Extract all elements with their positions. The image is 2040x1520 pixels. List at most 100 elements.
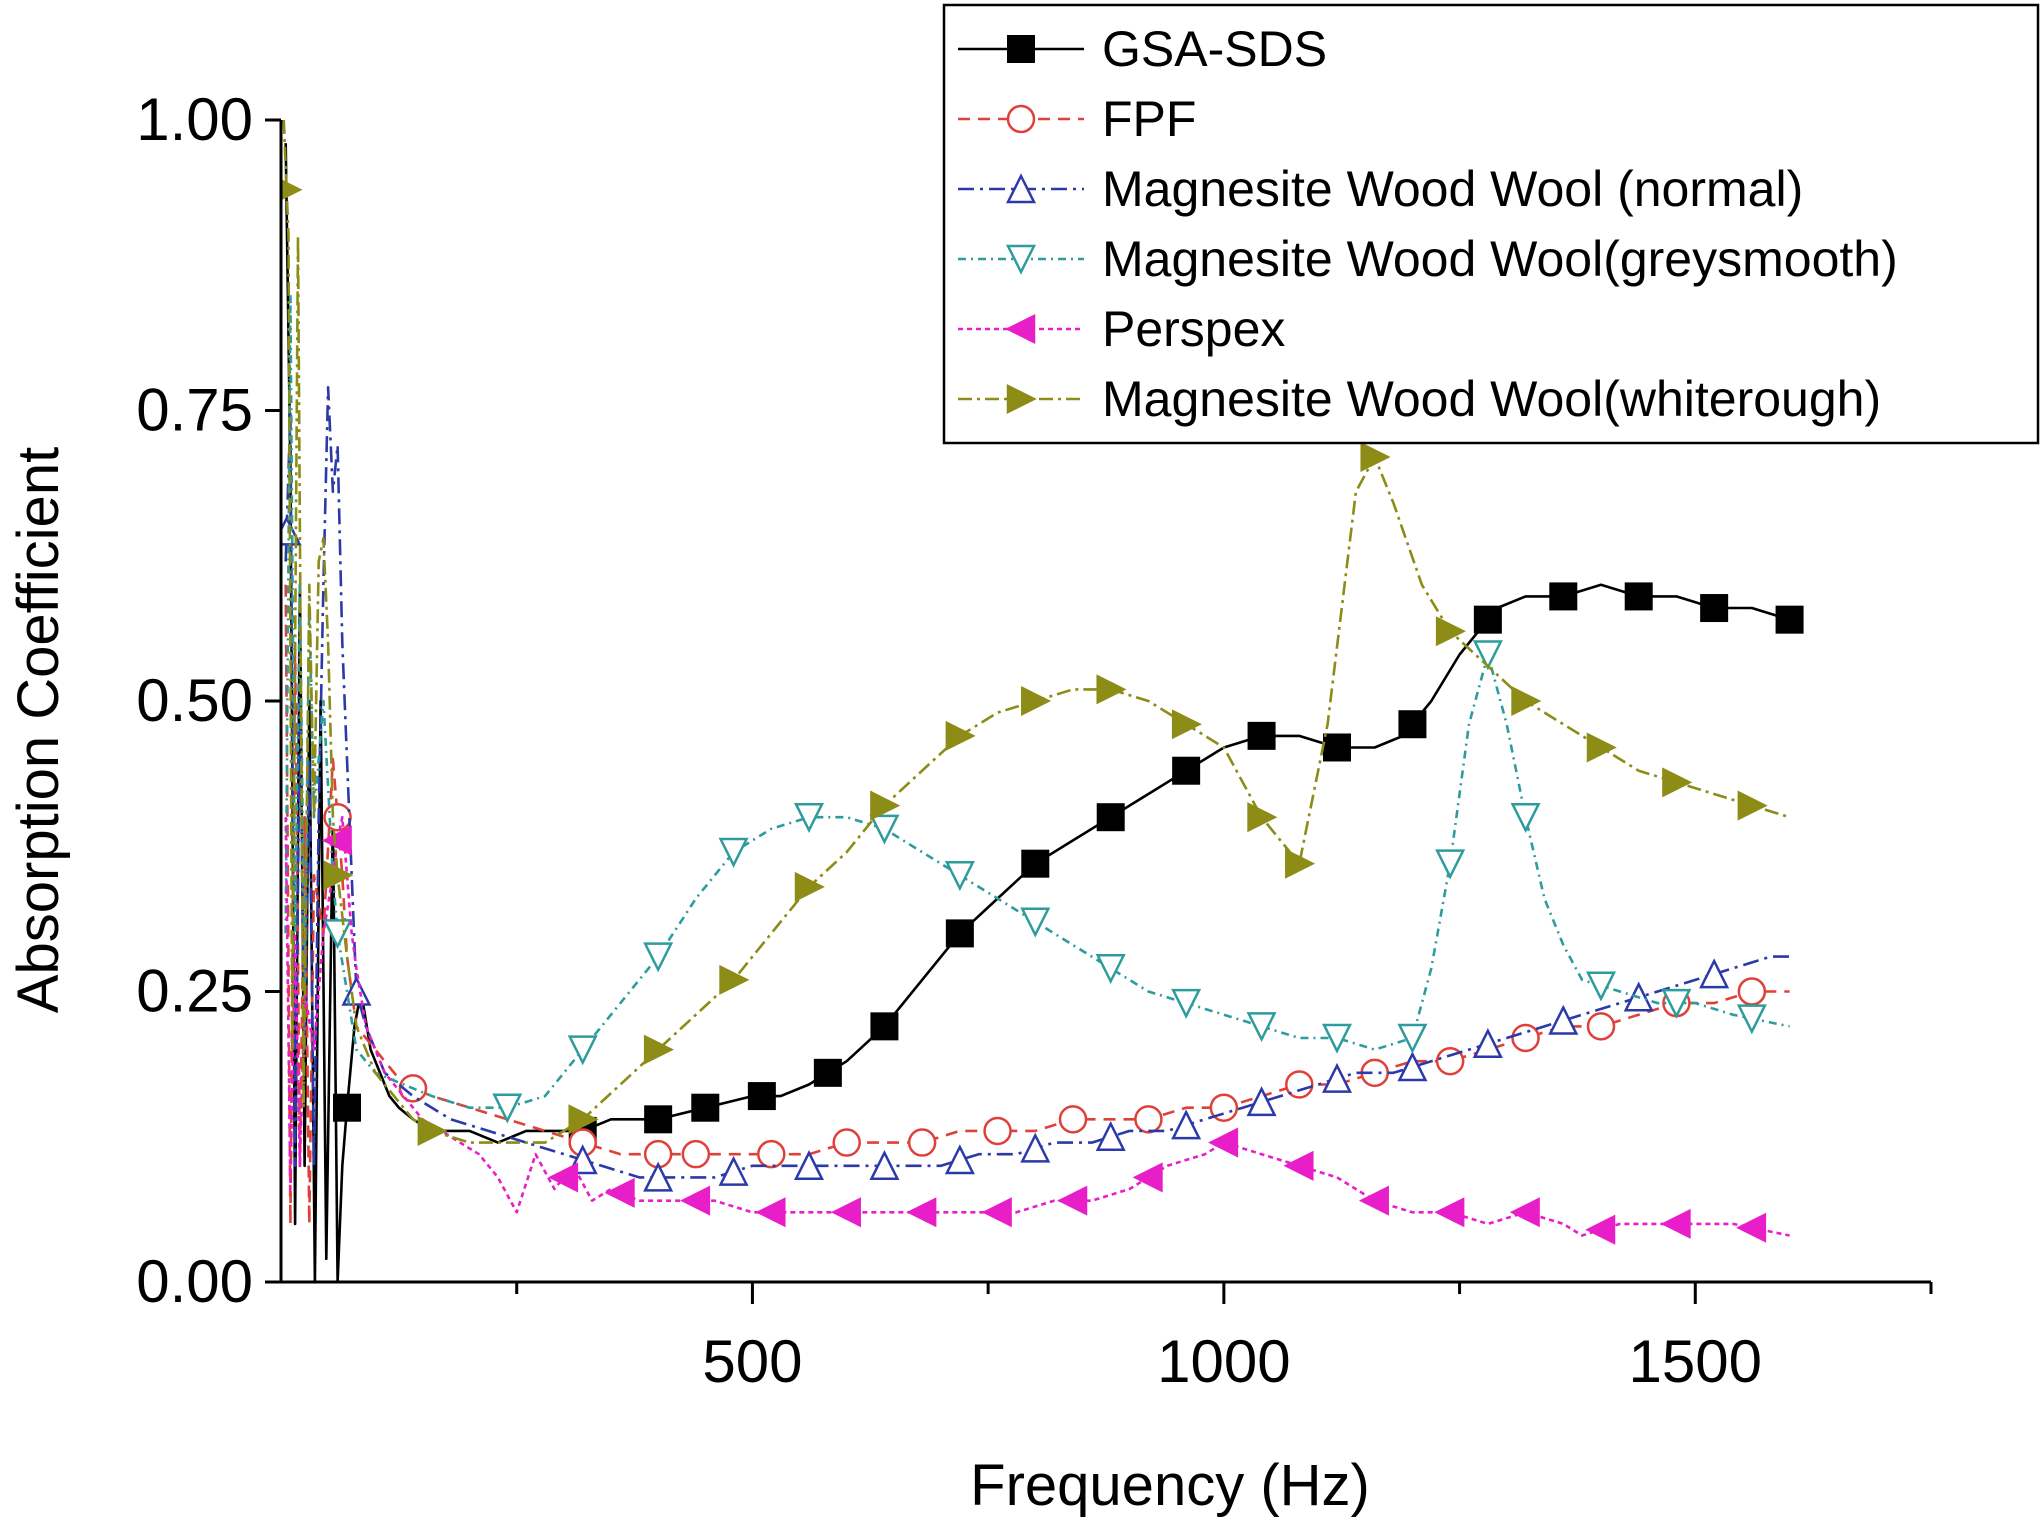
data-point xyxy=(1586,732,1617,763)
data-point xyxy=(568,1104,599,1135)
series-5 xyxy=(284,815,1790,1245)
x-tick-label: 500 xyxy=(702,1328,802,1395)
data-point xyxy=(870,1012,899,1041)
data-point xyxy=(1473,605,1502,634)
data-point xyxy=(417,1115,448,1146)
data-point xyxy=(945,919,974,948)
data-point xyxy=(321,825,352,856)
data-point xyxy=(1397,1051,1428,1082)
legend-marker xyxy=(1006,104,1036,134)
x-tick-label: 1000 xyxy=(1157,1328,1290,1395)
data-point xyxy=(944,1144,975,1175)
data-point xyxy=(1285,1070,1314,1099)
data-point xyxy=(832,1128,861,1157)
data-point xyxy=(1095,1120,1126,1151)
data-point xyxy=(718,1155,749,1186)
data-point xyxy=(1435,849,1466,880)
data-point xyxy=(1397,1023,1428,1054)
legend-entry: Magnesite Wood Wool (normal) xyxy=(958,161,1803,217)
legend-label: GSA-SDS xyxy=(1102,21,1327,77)
data-point xyxy=(644,1105,673,1134)
data-point xyxy=(1624,582,1653,611)
legend-label: FPF xyxy=(1102,91,1196,147)
legend-label: Perspex xyxy=(1102,301,1285,357)
data-point xyxy=(983,1116,1012,1146)
data-point xyxy=(1058,1105,1088,1134)
data-point xyxy=(755,1197,786,1228)
data-point xyxy=(1472,640,1503,671)
data-point xyxy=(1661,988,1692,1019)
data-point xyxy=(548,1162,579,1193)
data-point xyxy=(1699,958,1730,989)
series-4 xyxy=(284,293,1790,1124)
data-point xyxy=(1057,1185,1088,1216)
data-point xyxy=(1700,594,1729,623)
data-point xyxy=(492,1093,523,1124)
data-point xyxy=(907,1128,937,1157)
legend-marker xyxy=(1005,313,1036,345)
data-point xyxy=(1246,1012,1277,1043)
series-2 xyxy=(284,584,1790,1226)
legend-label: Magnesite Wood Wool(greysmooth) xyxy=(1102,231,1898,287)
data-point xyxy=(1662,767,1693,798)
data-point xyxy=(1171,709,1202,740)
data-point xyxy=(793,1150,825,1181)
data-point xyxy=(1737,790,1768,821)
data-point xyxy=(869,1150,900,1181)
y-tick-label: 0.50 xyxy=(136,667,253,734)
legend-entry: Perspex xyxy=(958,301,1285,357)
legend-entry: Magnesite Wood Wool(whiterough) xyxy=(958,371,1881,427)
data-point xyxy=(1321,1023,1353,1054)
legend-entry: Magnesite Wood Wool(greysmooth) xyxy=(958,231,1898,287)
data-point xyxy=(1283,1150,1314,1181)
data-point xyxy=(981,1197,1012,1228)
data-point xyxy=(1246,1086,1277,1117)
data-point xyxy=(794,871,825,902)
y-tick-label: 0.75 xyxy=(136,377,253,444)
data-point xyxy=(870,790,901,821)
data-point xyxy=(1095,954,1126,985)
data-point xyxy=(1549,582,1578,611)
data-point xyxy=(757,1139,786,1169)
data-point xyxy=(1172,756,1201,785)
data-point xyxy=(1737,977,1767,1006)
data-point xyxy=(1548,1004,1579,1035)
data-point xyxy=(322,919,353,950)
data-point xyxy=(944,861,975,892)
series-line xyxy=(284,386,1790,1179)
series-3 xyxy=(281,386,1790,1192)
legend-entry: FPF xyxy=(958,91,1196,147)
data-point xyxy=(1096,803,1125,832)
data-point xyxy=(1511,1023,1540,1053)
data-point xyxy=(643,1034,674,1065)
data-point xyxy=(1020,1132,1051,1163)
legend: GSA-SDS FPF Magnesite Wood Wool (normal) Ma… xyxy=(942,3,2040,445)
data-point xyxy=(1208,1127,1239,1158)
data-point xyxy=(1247,721,1276,750)
data-point xyxy=(1360,441,1391,473)
data-point xyxy=(323,802,352,832)
legend-entry: GSA-SDS xyxy=(958,21,1327,77)
legend-marker xyxy=(1006,383,1037,415)
data-point xyxy=(1285,848,1316,879)
legend-label: Magnesite Wood Wool(whiterough) xyxy=(1102,371,1881,427)
series-6 xyxy=(281,119,1790,1146)
y-axis-title: Absorption Coefficient xyxy=(6,447,71,1013)
data-point xyxy=(1660,1208,1691,1239)
data-point xyxy=(680,1185,711,1216)
legend-label: Magnesite Wood Wool (normal) xyxy=(1102,161,1803,217)
data-point xyxy=(681,1139,711,1169)
data-point xyxy=(1585,971,1617,1002)
data-point xyxy=(691,1093,720,1122)
data-point xyxy=(945,720,976,751)
data-point xyxy=(1509,1197,1540,1228)
data-point xyxy=(1775,605,1804,634)
data-point xyxy=(567,1035,598,1066)
data-point xyxy=(1096,674,1127,705)
legend-marker xyxy=(1005,244,1037,275)
data-point xyxy=(323,860,354,891)
data-point xyxy=(643,1161,674,1192)
series-layer xyxy=(281,119,1804,1284)
data-point xyxy=(1020,907,1051,938)
